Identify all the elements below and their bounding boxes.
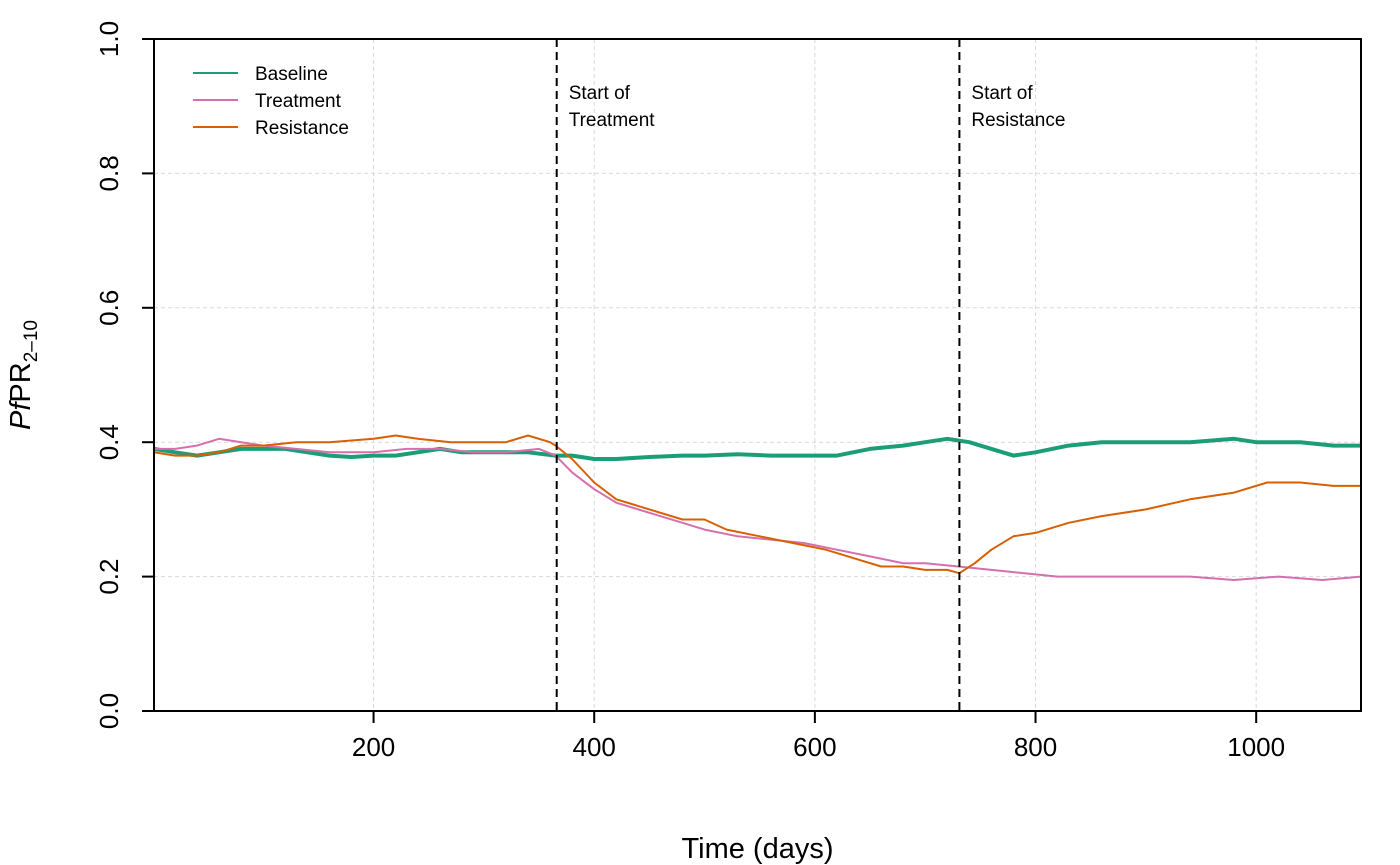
series-line-resistance [153,434,1361,575]
y-axis-title-main: PR [5,362,37,402]
x-axis-title: Time (days) [682,833,834,865]
y-tick-label: 0.0 [94,693,124,729]
annotation-line-1: Start of [569,83,631,104]
annotation-line-1: Start of [971,83,1033,104]
x-tick-label: 200 [352,732,395,762]
y-axis: 0.0 0.2 0.4 0.6 0.8 1.0 [94,21,154,729]
series-layer [153,434,1362,581]
series-line-baseline [153,436,1361,461]
legend-label-resistance: Resistance [255,118,349,139]
grid-lines [154,38,1361,712]
annotation-line-2: Treatment [569,110,656,131]
x-tick-label: 800 [1014,732,1057,762]
legend: Baseline Treatment Resistance [193,64,349,139]
y-axis-title-italic: Pf [5,400,37,430]
x-tick-label: 400 [573,732,616,762]
x-axis: 200 400 600 800 1000 [352,711,1285,762]
x-tick-label: 600 [793,732,836,762]
y-tick-label: 0.6 [94,290,124,326]
y-axis-title-subscript: 2–10 [21,320,42,362]
y-tick-label: 0.2 [94,559,124,595]
vertical-marker-lines: Start of Treatment Start of Resistance [555,39,1065,711]
annotation-line-2: Resistance [971,110,1065,131]
x-tick-label: 1000 [1227,732,1285,762]
y-tick-label: 1.0 [94,21,124,57]
legend-label-treatment: Treatment [255,91,342,112]
plot-frame [153,38,1362,712]
y-axis-title: PfPR2–10 [5,320,42,430]
series-line-treatment [154,437,1362,581]
y-tick-label: 0.4 [94,424,124,460]
legend-label-baseline: Baseline [255,64,328,85]
y-tick-label: 0.8 [94,155,124,191]
